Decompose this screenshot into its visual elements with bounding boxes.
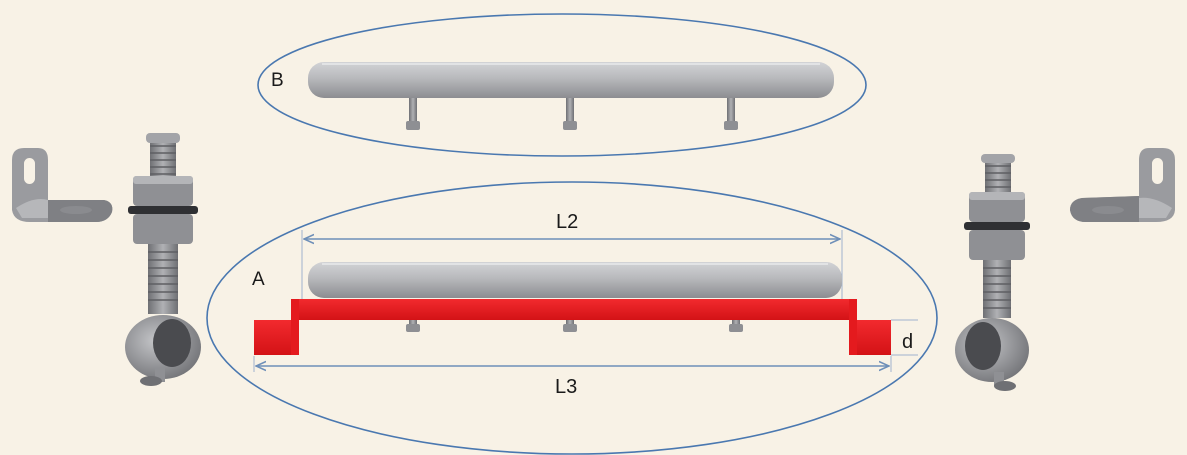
assembly-a: L2 d xyxy=(206,181,938,455)
left-angle-bracket xyxy=(12,148,113,222)
assembly-b-outline xyxy=(257,13,867,157)
assembly-b-bar xyxy=(308,62,834,98)
assembly-a-label: A xyxy=(252,269,265,290)
assembly-a-outline xyxy=(206,181,938,455)
dimension-d: d xyxy=(891,319,918,356)
assembly-a-bar xyxy=(308,262,842,298)
red-support-frame xyxy=(254,299,891,355)
dimension-l2-label: L2 xyxy=(556,211,578,233)
dimension-d-label: d xyxy=(902,331,913,353)
right-eye-bolt xyxy=(955,154,1030,391)
left-eye-bolt xyxy=(125,133,201,386)
dimension-l2: L2 xyxy=(301,211,843,300)
dimension-l3: L3 xyxy=(253,356,892,398)
assembly-b: B xyxy=(257,13,867,157)
assembly-b-pins xyxy=(406,94,738,130)
dimension-l3-label: L3 xyxy=(555,376,577,398)
assembly-b-label: B xyxy=(271,70,284,91)
right-angle-bracket xyxy=(1070,148,1175,222)
